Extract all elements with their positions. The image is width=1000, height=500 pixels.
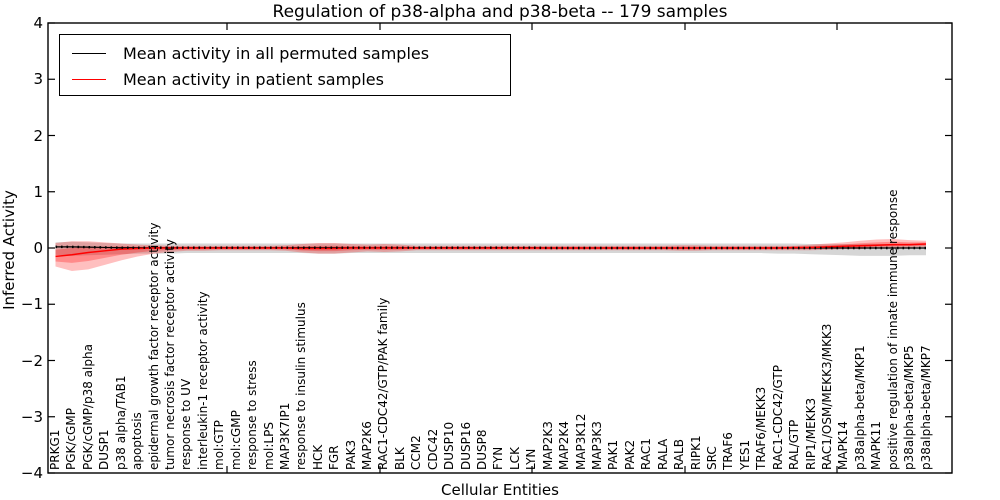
x-category-label: YES1 [737, 439, 752, 470]
y-tick-label: 4 [33, 14, 43, 32]
x-category-label: MAP2K3 [540, 421, 555, 470]
legend-item: Mean activity in all permuted samples [60, 40, 510, 66]
legend-item: Mean activity in patient samples [60, 66, 510, 92]
x-category-label: response to insulin stimulus [294, 302, 309, 470]
x-category-label: interleukin-1 receptor activity [195, 291, 210, 470]
x-category-label: MAPK14 [836, 421, 851, 470]
y-tick-label: −1 [20, 295, 43, 314]
x-category-label: positive regulation of innate immune res… [885, 189, 900, 470]
x-category-label: MAP3K7IP1 [277, 402, 292, 470]
x-category-label: p38alpha-beta/MKP5 [902, 345, 917, 470]
x-category-label: RIPK1 [688, 435, 703, 470]
legend-label: Mean activity in all permuted samples [123, 43, 430, 63]
x-category-label: LCK [507, 447, 522, 470]
x-category-label: mol:LPS [261, 422, 276, 470]
x-category-label: HCK [310, 444, 325, 470]
x-category-label: p38 alpha/TAB1 [113, 375, 128, 470]
x-category-label: RIP1/MEKK3 [803, 397, 818, 470]
x-category-label: PAK1 [606, 439, 621, 470]
x-category-label: RAC1-CDC42/GTP/PAK family [376, 297, 391, 470]
x-category-label: mol:cGMP [228, 410, 243, 470]
x-category-label: PRKG1 [48, 429, 62, 470]
x-category-label: MAP3K3 [590, 421, 604, 470]
x-category-label: PAK2 [622, 439, 637, 470]
legend-line-patient-icon [72, 78, 106, 80]
y-tick-label: −2 [20, 351, 43, 370]
x-category-label: epidermal growth factor receptor activit… [146, 222, 161, 470]
y-tick-label: −4 [20, 464, 43, 482]
x-category-label: RALA [655, 438, 670, 470]
x-category-label: TRAF6/MEKK3 [754, 386, 769, 470]
x-axis-label: Cellular Entities [441, 481, 559, 499]
x-category-label: SRC [704, 446, 719, 470]
x-category-label: TRAF6 [721, 432, 736, 470]
x-category-label: LYN [524, 448, 539, 470]
x-category-label: PAK3 [343, 439, 358, 470]
band-patient-inner [55, 241, 926, 263]
x-category-label: MAP2K4 [557, 421, 572, 470]
x-category-label: CDC42 [425, 428, 440, 470]
x-category-label: PGK/cGMP/p38 alpha [80, 344, 95, 470]
y-tick-label: 1 [33, 182, 43, 201]
x-category-label: PGK/cGMP [64, 408, 79, 470]
legend: Mean activity in all permuted samples Mea… [59, 34, 511, 96]
x-category-label: RAC1-CDC42/GTP [770, 365, 785, 470]
legend-line-permuted-icon [72, 52, 106, 54]
x-category-label: apoptosis [130, 412, 145, 470]
x-category-label: mol:GTP [212, 420, 227, 470]
x-category-label: FYN [491, 446, 506, 470]
x-category-label: tumor necrosis factor receptor activity [162, 239, 177, 470]
markers-permuted [55, 245, 926, 250]
y-tick-label: 0 [33, 239, 43, 257]
y-tick-label: 2 [33, 126, 43, 145]
x-category-label: DUSP1 [97, 429, 112, 470]
x-category-label: CCM2 [409, 435, 424, 470]
x-category-label: response to stress [245, 360, 260, 470]
x-category-label: RAL/GTP [787, 419, 802, 470]
x-category-label: DUSP8 [475, 429, 490, 470]
legend-label: Mean activity in patient samples [123, 69, 384, 89]
x-category-label: p38alpha-beta/MKP1 [852, 345, 867, 470]
chart-title: Regulation of p38-alpha and p38-beta -- … [272, 2, 728, 22]
x-category-label: DUSP16 [458, 421, 473, 470]
x-category-label: FGR [327, 445, 342, 470]
x-category-label: MAP2K6 [360, 421, 375, 470]
x-category-label: BLK [392, 447, 407, 470]
x-category-label: DUSP10 [442, 421, 457, 470]
x-category-label: response to UV [179, 378, 194, 470]
x-category-label: p38alpha-beta/MKP7 [918, 345, 933, 470]
x-category-label: MAP3K12 [573, 413, 588, 470]
x-category-label: MAPK11 [869, 421, 884, 470]
y-tick-label: −3 [20, 407, 43, 426]
x-category-label: RAC1 [639, 438, 654, 470]
band-patient-outer [55, 239, 926, 272]
y-tick-label: 3 [33, 70, 43, 89]
x-category-label: RALB [672, 439, 687, 470]
x-category-label: RAC1/OSM/MEKK3/MKK3 [819, 323, 834, 470]
